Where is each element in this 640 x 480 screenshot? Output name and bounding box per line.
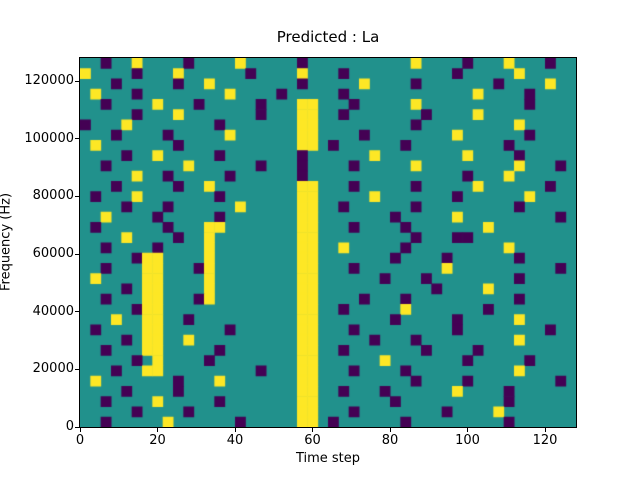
x-tick-mark <box>389 428 391 432</box>
x-tick-label: 0 <box>75 433 85 448</box>
x-tick-mark <box>544 428 546 432</box>
x-tick-label: 100 <box>455 433 480 448</box>
y-tick-mark <box>75 80 79 82</box>
y-tick-label: 40000 <box>32 303 74 319</box>
y-tick-label: 0 <box>65 419 74 434</box>
x-axis-label: Time step <box>295 451 361 466</box>
y-tick-label: 120000 <box>24 73 74 89</box>
x-tick-label: 80 <box>381 433 399 448</box>
heatmap-canvas <box>80 58 576 427</box>
y-tick-mark <box>75 253 79 255</box>
y-tick-mark <box>75 311 79 313</box>
x-tick-mark <box>467 428 468 432</box>
y-tick-mark <box>75 138 79 140</box>
y-tick-mark <box>75 426 79 428</box>
chart-title: Predicted : La <box>276 28 380 46</box>
x-tick-mark <box>234 428 236 432</box>
y-tick-mark <box>75 368 79 370</box>
x-tick-label: 120 <box>532 433 558 448</box>
y-tick-label: 100000 <box>24 130 74 146</box>
x-tick-label: 40 <box>226 433 244 448</box>
y-tick-label: 20000 <box>32 361 74 377</box>
x-tick-mark <box>157 428 158 432</box>
y-tick-mark <box>75 195 79 197</box>
x-tick-mark <box>312 428 313 432</box>
y-tick-label: 60000 <box>32 246 74 262</box>
x-tick-mark <box>79 428 81 432</box>
x-tick-label: 20 <box>149 433 166 448</box>
y-axis-label: Frequency (Hz) <box>0 192 14 292</box>
x-tick-label: 60 <box>304 433 321 448</box>
y-tick-label: 80000 <box>32 188 74 204</box>
